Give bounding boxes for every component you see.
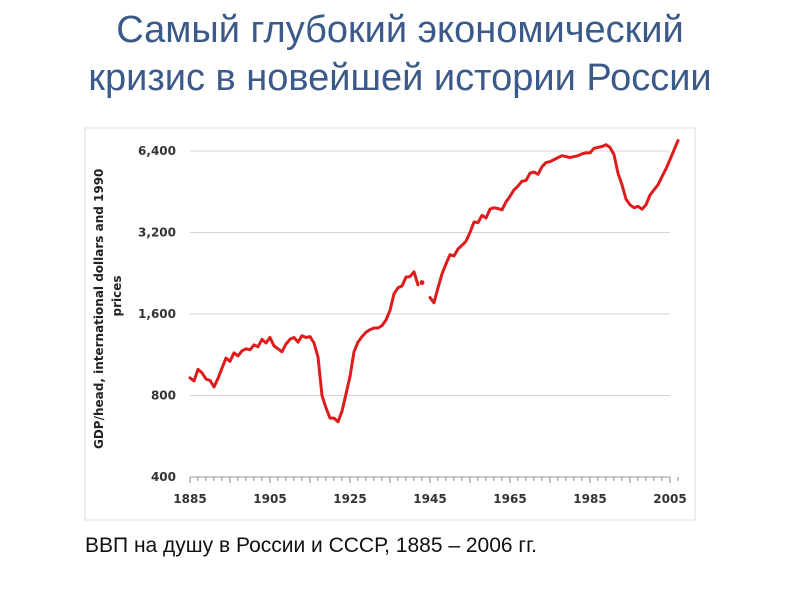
x-tick-label: 1965 <box>493 492 526 506</box>
chart-frame <box>84 127 696 521</box>
x-tick-label: 1885 <box>173 492 206 506</box>
y-tick-label: 400 <box>151 470 176 484</box>
chart-caption: ВВП на душу в России и СССР, 1885 – 2006… <box>85 534 538 557</box>
x-tick-label: 2005 <box>653 492 686 506</box>
gdp-series <box>188 139 680 424</box>
x-tick-label: 1925 <box>333 492 366 506</box>
slide-title-line-2: кризис в новейшей истории России <box>88 57 712 99</box>
y-tick-label: 6,400 <box>138 144 176 158</box>
chart-axes <box>189 476 679 483</box>
x-tick-label: 1905 <box>253 492 286 506</box>
y-axis-title-line-2: prices <box>110 275 124 316</box>
slide-title-line-1: Самый глубокий экономический <box>116 9 684 51</box>
x-tick-label: 1985 <box>573 492 606 506</box>
gdp-line-segment <box>188 270 420 424</box>
x-tick-labels: 1885 1905 1925 1945 1965 1985 2005 <box>173 492 686 506</box>
gdp-line-segment <box>428 139 680 305</box>
y-tick-label: 3,200 <box>138 226 176 240</box>
y-tick-label: 1,600 <box>138 307 176 321</box>
x-tick-label: 1945 <box>413 492 446 506</box>
y-axis-title-line-1: GDP/head, international dollars and 1990 <box>92 169 106 449</box>
gdp-data-point <box>419 280 425 286</box>
y-tick-labels: 400 800 1,600 3,200 6,400 <box>138 144 176 484</box>
slide-title: Самый глубокий экономический кризис в но… <box>0 6 800 102</box>
y-tick-label: 800 <box>151 389 176 403</box>
